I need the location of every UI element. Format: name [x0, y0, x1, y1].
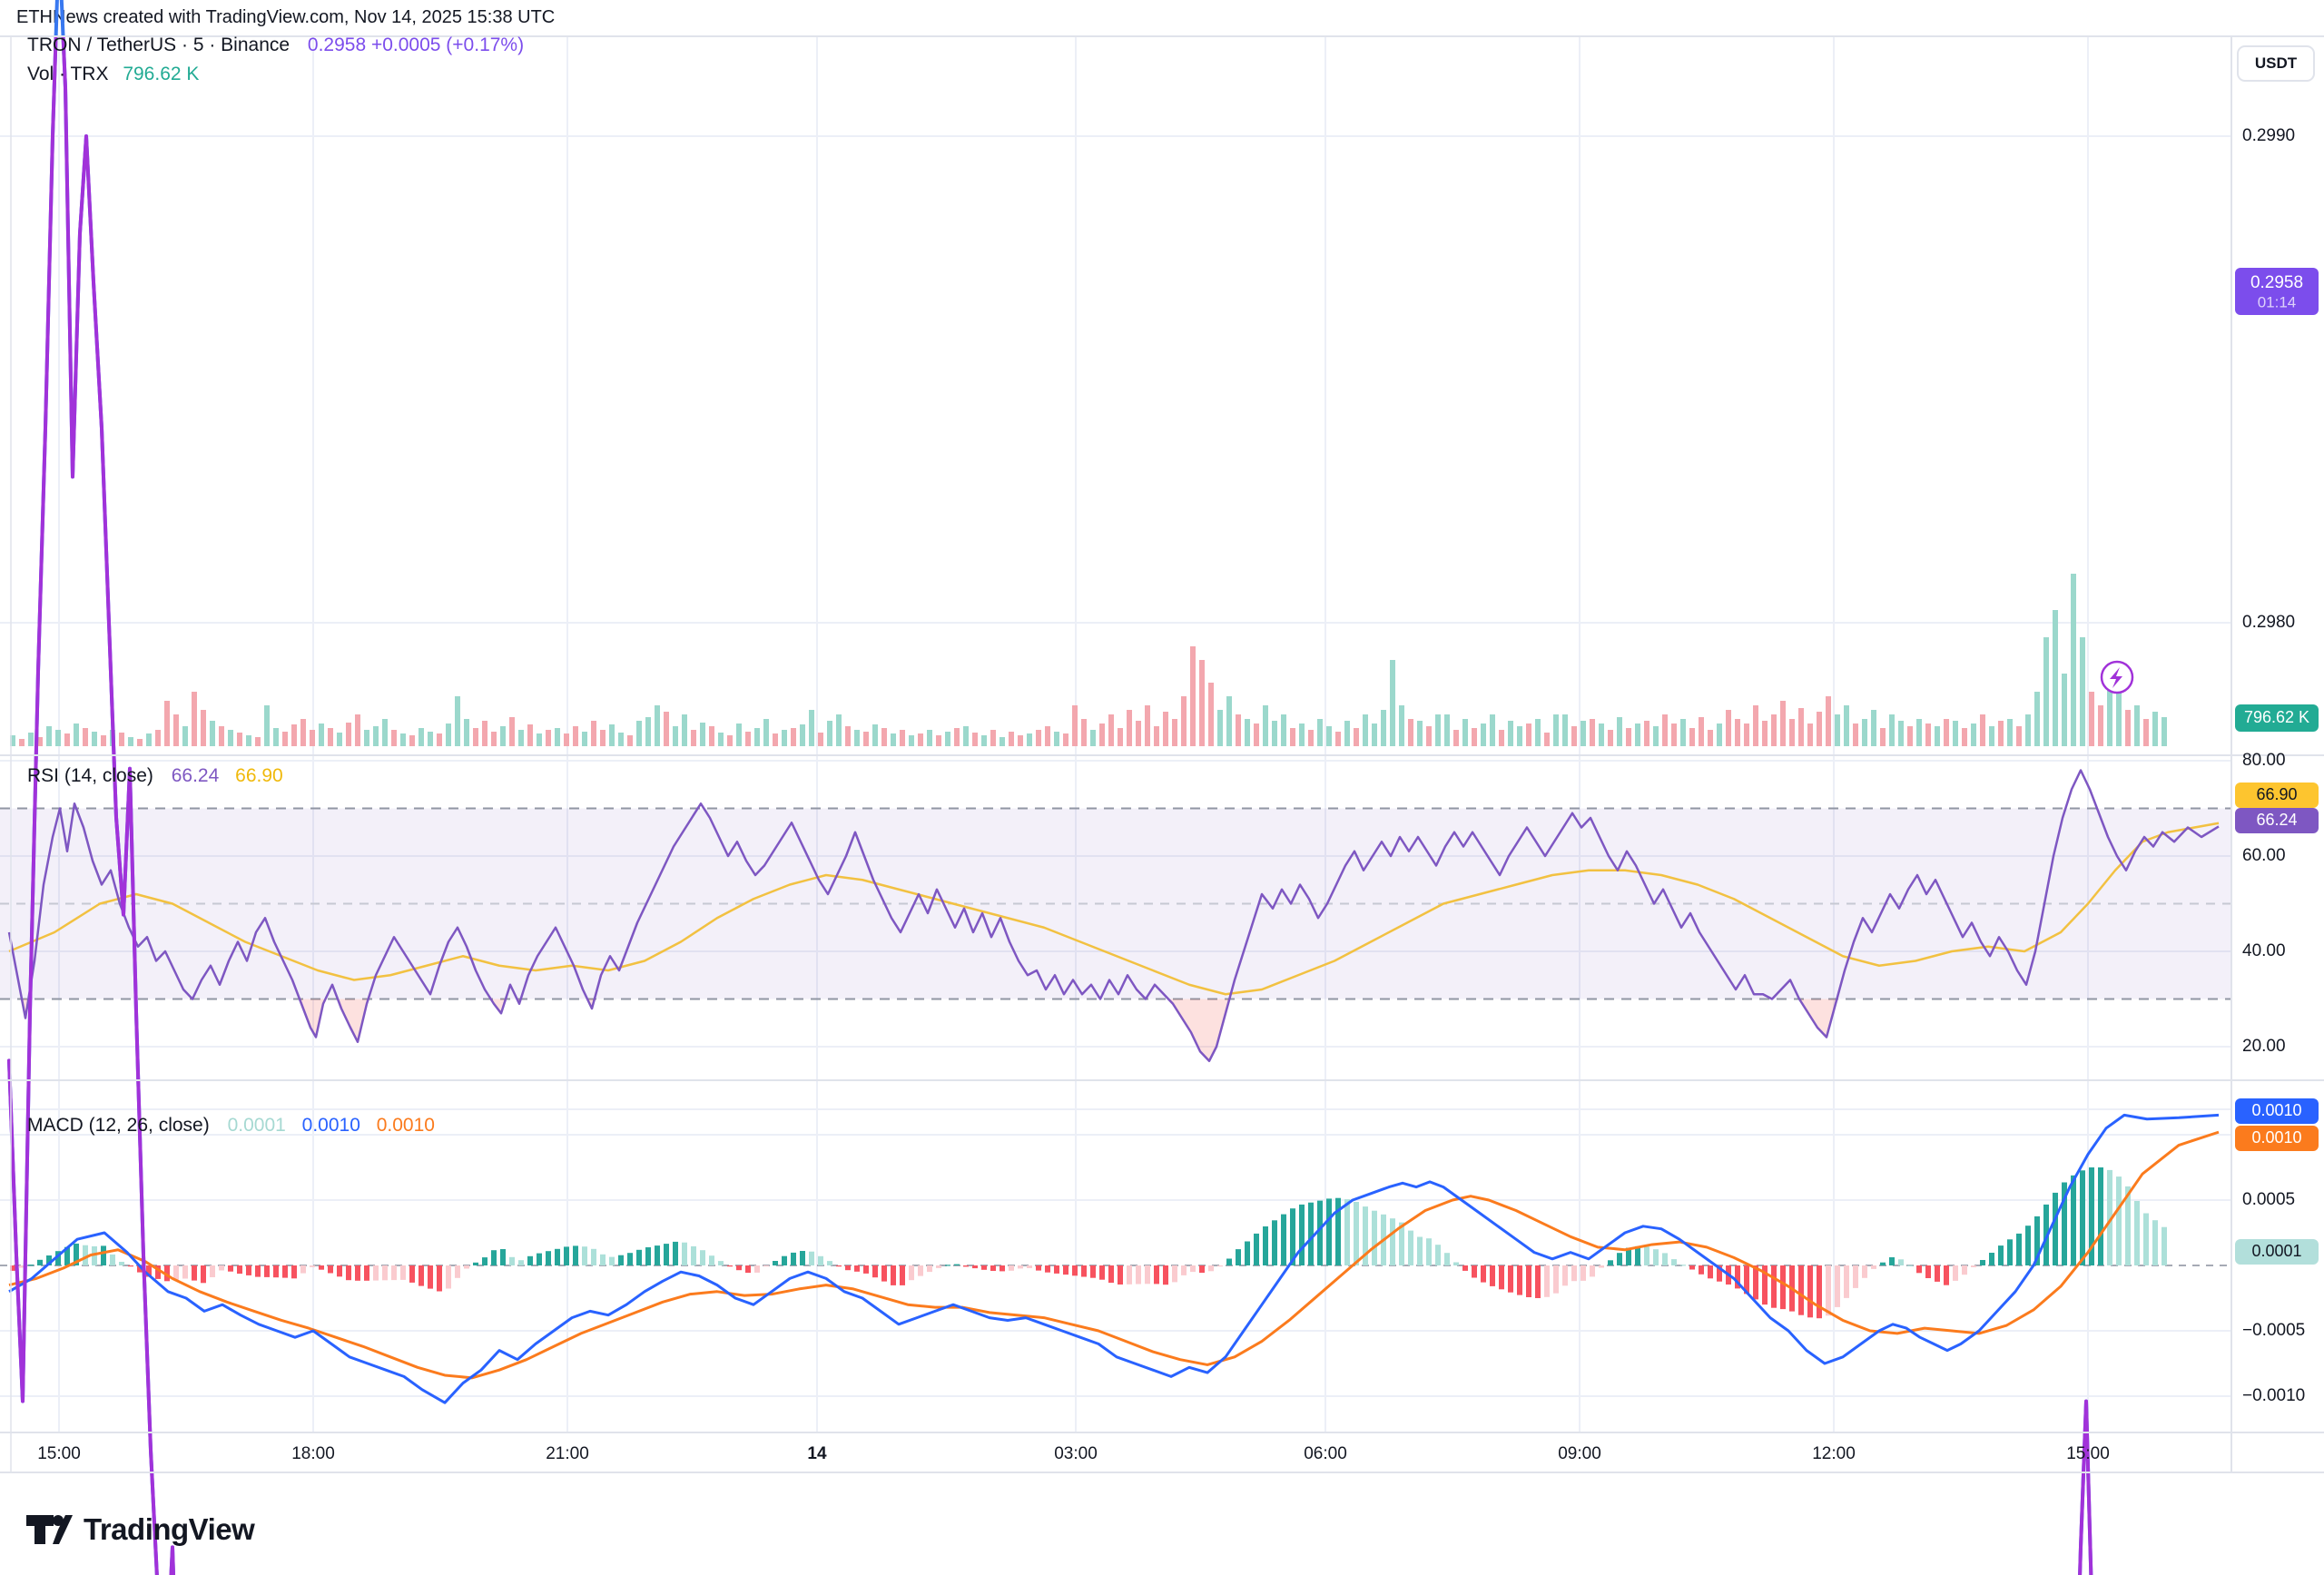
price-line-above: [7, 36, 2093, 1575]
volume-badge-bg: [2235, 704, 2319, 732]
rsi-ma-value: 66.90: [235, 765, 283, 786]
svg-text:0.0010: 0.0010: [2251, 1101, 2301, 1119]
price-axis-tick: 0.2980: [2242, 613, 2295, 632]
svg-text:01:14: 01:14: [2258, 293, 2297, 310]
macd-line-badge: 0.0010: [2235, 1098, 2319, 1124]
symbol-title[interactable]: TRON / TetherUS · 5 · Binance: [27, 34, 290, 55]
macd-hist-badge: 0.0001: [2235, 1239, 2319, 1265]
rsi-ma-badge-bg: [2235, 783, 2319, 808]
time-axis-tick: 06:00: [1304, 1444, 1347, 1463]
macd-line-badge-bg: [2235, 1098, 2319, 1124]
rsi-axis-tick: 20.00: [2242, 1037, 2286, 1056]
svg-text:0.2958: 0.2958: [2250, 273, 2303, 292]
time-axis-tick: 18:00: [291, 1444, 335, 1463]
rsi-legend-row[interactable]: RSI (14, close) 66.24 66.90: [27, 765, 283, 787]
rsi-main-line: [7, 769, 2220, 1062]
price-axis-tick: 0.2990: [2242, 126, 2295, 145]
macd-signal-badge: 0.0010: [2235, 1126, 2319, 1151]
macd-axis-tick: −0.0005: [2242, 1321, 2305, 1340]
svg-text:66.24: 66.24: [2256, 811, 2297, 829]
macd-legend-row[interactable]: MACD (12, 26, close) 0.0001 0.0010 0.001…: [27, 1115, 435, 1137]
quick-trade-lightning-button[interactable]: [2100, 660, 2134, 694]
price-axis: 0.29900.29800.29700.29600.29500.29400.29…: [2242, 126, 2305, 1405]
time-axis-tick: 15:00: [37, 1444, 81, 1463]
macd-label[interactable]: MACD (12, 26, close): [27, 1115, 210, 1136]
currency-toggle-button[interactable]: USDT: [2237, 45, 2315, 82]
rsi-axis-tick: 40.00: [2242, 941, 2286, 960]
tradingview-logo-icon: [26, 1515, 73, 1544]
svg-text:796.62 K: 796.62 K: [2244, 708, 2309, 726]
lightning-icon: [2110, 667, 2122, 688]
rsi-axis-tick: 60.00: [2242, 846, 2286, 865]
symbol-quote-values: 0.2958 +0.0005 (+0.17%): [307, 34, 525, 55]
volume-label: Vol · TRX: [27, 64, 109, 84]
macd-line: [8, 1113, 2220, 1404]
rsi-ma-line: [8, 822, 2220, 996]
volume-badge: 796.62 K: [2235, 704, 2319, 732]
rsi-label[interactable]: RSI (14, close): [27, 765, 153, 786]
rsi-main-badge-bg: [2235, 808, 2319, 833]
macd-axis-tick: 0.0005: [2242, 1190, 2295, 1209]
tradingview-logo[interactable]: TradingView: [25, 1509, 255, 1550]
macd-histogram: [10, 1167, 2167, 1319]
svg-text:0.0001: 0.0001: [2251, 1242, 2301, 1260]
volume-legend-row[interactable]: Vol · TRX 796.62 K: [27, 64, 199, 85]
time-axis-tick: 21:00: [546, 1444, 589, 1463]
rsi-main-badge: 66.24: [2235, 808, 2319, 833]
time-axis[interactable]: 15:00 18:00 21:00 14 03:00 06:00 09:00 12:00 15:…: [37, 1444, 2110, 1463]
symbol-legend-row[interactable]: TRON / TetherUS · 5 · Binance 0.2958 +0.…: [27, 34, 524, 56]
price-badge-bg: [2235, 268, 2319, 315]
macd-axis-tick: −0.0010: [2242, 1386, 2305, 1405]
rsi-main-value: 66.24: [171, 765, 220, 786]
macd-hist-value: 0.0001: [227, 1115, 286, 1136]
time-axis-tick: 14: [807, 1444, 827, 1463]
macd-hist-badge-bg: [2235, 1239, 2319, 1265]
rsi-axis-tick: 80.00: [2242, 751, 2286, 770]
attribution-text: ETHNews created with TradingView.com, No…: [16, 7, 556, 27]
volume-bars: [10, 574, 2167, 746]
macd-line-value: 0.0010: [301, 1115, 360, 1136]
time-axis-tick: 12:00: [1812, 1444, 1856, 1463]
macd-signal-line: [8, 1130, 2220, 1380]
svg-text:66.90: 66.90: [2256, 785, 2297, 803]
rsi-ma-badge: 66.90: [2235, 783, 2319, 808]
time-axis-tick: 03:00: [1054, 1444, 1098, 1463]
time-axis-tick: 15:00: [2066, 1444, 2110, 1463]
tradingview-logo-text: TradingView: [84, 1512, 255, 1546]
time-axis-tick: 09:00: [1558, 1444, 1601, 1463]
price-line: [7, 0, 2093, 1575]
macd-signal-badge-bg: [2235, 1126, 2319, 1151]
svg-text:0.0010: 0.0010: [2251, 1128, 2301, 1147]
volume-value: 796.62 K: [123, 64, 200, 84]
macd-signal-value: 0.0010: [376, 1115, 435, 1136]
